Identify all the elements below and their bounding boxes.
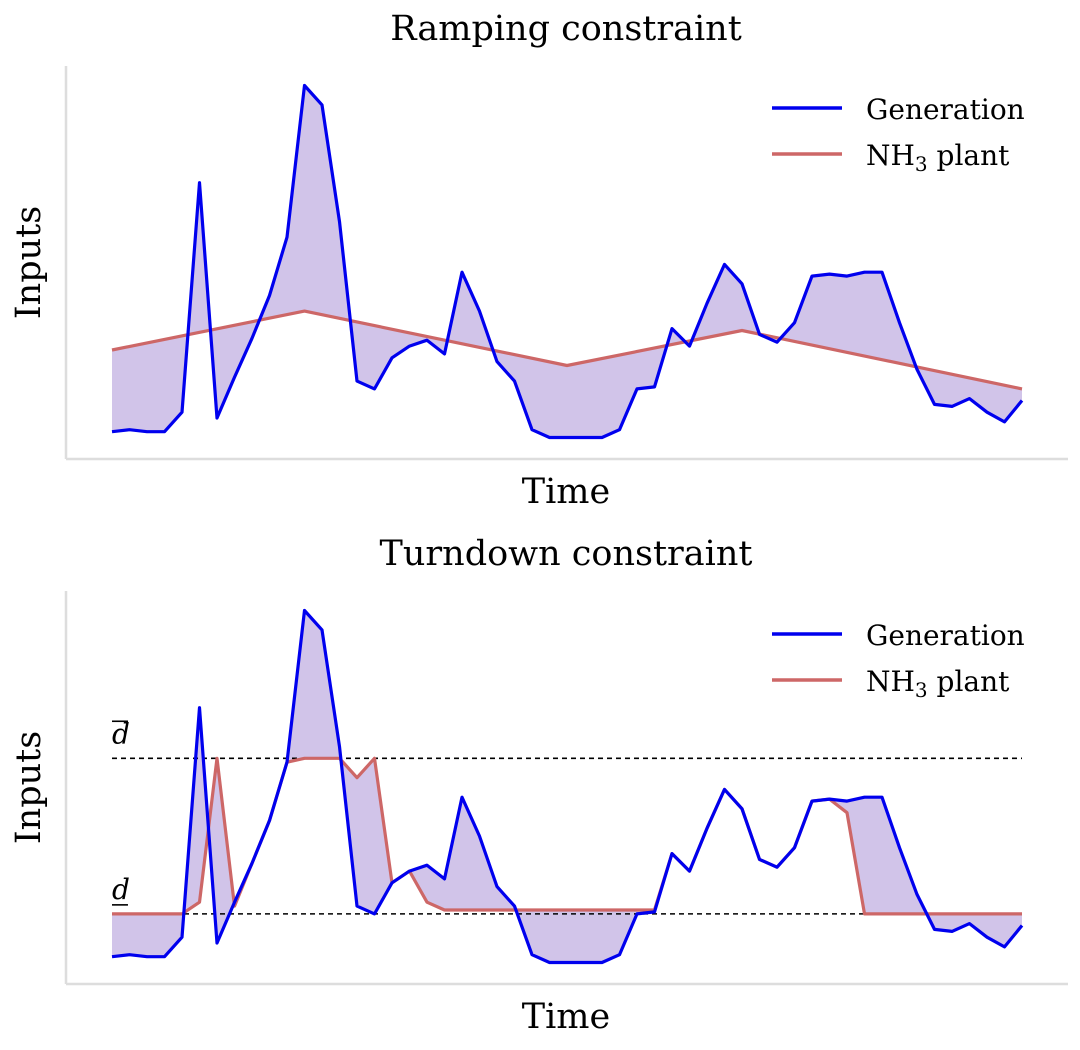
legend-label-2: NH3 plant: [866, 665, 1010, 702]
legend: Generation NH3 plant: [772, 619, 1025, 702]
chart-title: Ramping constraint: [390, 9, 742, 49]
reference-label-1: d: [112, 717, 130, 750]
legend-label-1: Generation: [866, 619, 1025, 652]
legend: Generation NH3 plant: [772, 93, 1025, 176]
series-line-generation: [111, 83, 1024, 440]
y-axis-label: Inputs: [9, 731, 49, 844]
chart-panel-1: Ramping constraint Time Inputs Generation NH…: [9, 9, 1068, 512]
legend-label-2: NH3 plant: [866, 139, 1010, 176]
y-axis-label: Inputs: [9, 206, 49, 319]
x-axis-label: Time: [522, 997, 610, 1037]
chart-title: Turndown constraint: [380, 534, 753, 574]
reference-label-2: d: [112, 873, 130, 906]
x-axis-label: Time: [522, 472, 610, 512]
chart-panel-2: Turndown constraint Time Inputs d d Generatio…: [9, 534, 1068, 1037]
series-line-generation: [111, 608, 1024, 965]
legend-label-1: Generation: [866, 93, 1025, 126]
series-line-nh3-plant: [111, 309, 1023, 391]
